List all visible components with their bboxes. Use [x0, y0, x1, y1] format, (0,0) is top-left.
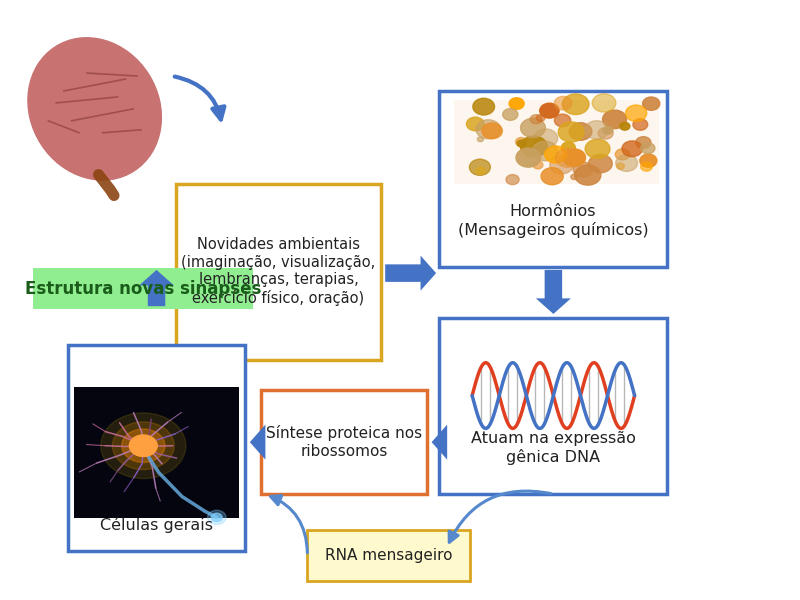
Circle shape	[562, 94, 589, 115]
Ellipse shape	[46, 104, 81, 126]
Circle shape	[562, 142, 575, 153]
Circle shape	[554, 97, 572, 110]
FancyBboxPatch shape	[33, 268, 254, 309]
Circle shape	[112, 422, 174, 470]
Circle shape	[466, 117, 484, 131]
Circle shape	[589, 154, 612, 173]
Ellipse shape	[58, 62, 108, 91]
Text: Hormônios
(Mensageiros químicos): Hormônios (Mensageiros químicos)	[458, 204, 648, 238]
Ellipse shape	[87, 131, 126, 152]
Circle shape	[603, 127, 613, 134]
Circle shape	[615, 149, 630, 160]
Circle shape	[478, 137, 483, 142]
Circle shape	[626, 105, 646, 121]
Circle shape	[641, 162, 652, 171]
Text: RNA mensageiro: RNA mensageiro	[325, 548, 452, 563]
Circle shape	[585, 121, 609, 139]
Circle shape	[550, 156, 573, 174]
Circle shape	[530, 143, 544, 154]
Circle shape	[558, 122, 584, 142]
Circle shape	[570, 174, 578, 179]
Ellipse shape	[52, 127, 98, 151]
FancyBboxPatch shape	[176, 184, 381, 360]
Circle shape	[502, 109, 518, 121]
Text: Células gerais: Células gerais	[100, 517, 213, 533]
Circle shape	[602, 110, 626, 128]
FancyBboxPatch shape	[261, 389, 427, 494]
Circle shape	[545, 146, 566, 163]
Circle shape	[592, 94, 616, 112]
Circle shape	[641, 143, 655, 154]
Circle shape	[554, 114, 570, 127]
Circle shape	[101, 413, 186, 479]
FancyBboxPatch shape	[439, 318, 667, 494]
Circle shape	[569, 123, 592, 140]
Circle shape	[530, 115, 542, 124]
Circle shape	[532, 141, 558, 161]
Circle shape	[473, 98, 494, 115]
Circle shape	[555, 148, 580, 167]
Ellipse shape	[97, 60, 139, 86]
Circle shape	[534, 129, 558, 148]
Circle shape	[517, 140, 526, 147]
Text: Novidades ambientais
(imaginação, visualização,
lembranças, terapias,
exercício : Novidades ambientais (imaginação, visual…	[182, 238, 375, 306]
Circle shape	[573, 162, 593, 177]
Circle shape	[506, 175, 519, 185]
Circle shape	[476, 167, 486, 175]
Text: Estrutura novas sinapses: Estrutura novas sinapses	[25, 280, 261, 298]
Circle shape	[533, 161, 543, 169]
Circle shape	[633, 119, 648, 130]
Circle shape	[640, 154, 657, 167]
Circle shape	[622, 141, 642, 157]
Circle shape	[515, 137, 527, 146]
Circle shape	[476, 120, 501, 139]
Circle shape	[540, 103, 559, 118]
Circle shape	[509, 98, 524, 109]
Circle shape	[598, 128, 613, 139]
Circle shape	[211, 513, 222, 521]
Circle shape	[521, 136, 547, 157]
FancyBboxPatch shape	[307, 530, 470, 581]
Circle shape	[521, 118, 546, 137]
Circle shape	[470, 159, 490, 175]
FancyBboxPatch shape	[67, 345, 246, 551]
FancyBboxPatch shape	[454, 100, 659, 184]
Circle shape	[642, 97, 660, 110]
Circle shape	[574, 165, 601, 185]
Circle shape	[636, 137, 651, 148]
FancyBboxPatch shape	[74, 386, 239, 518]
Circle shape	[541, 167, 563, 185]
Circle shape	[585, 139, 610, 158]
Text: Síntese proteica nos
ribossomos: Síntese proteica nos ribossomos	[266, 425, 422, 458]
Circle shape	[130, 435, 158, 457]
Circle shape	[620, 122, 630, 130]
Circle shape	[122, 429, 165, 463]
Circle shape	[536, 115, 545, 121]
Circle shape	[616, 155, 638, 172]
Ellipse shape	[114, 97, 145, 115]
Circle shape	[516, 148, 541, 167]
Ellipse shape	[28, 38, 162, 180]
Circle shape	[207, 510, 226, 524]
Text: Atuam na expressão
gênica DNA: Atuam na expressão gênica DNA	[470, 431, 635, 464]
Circle shape	[617, 163, 624, 169]
FancyBboxPatch shape	[439, 91, 667, 267]
Circle shape	[563, 149, 586, 166]
Circle shape	[482, 123, 502, 139]
